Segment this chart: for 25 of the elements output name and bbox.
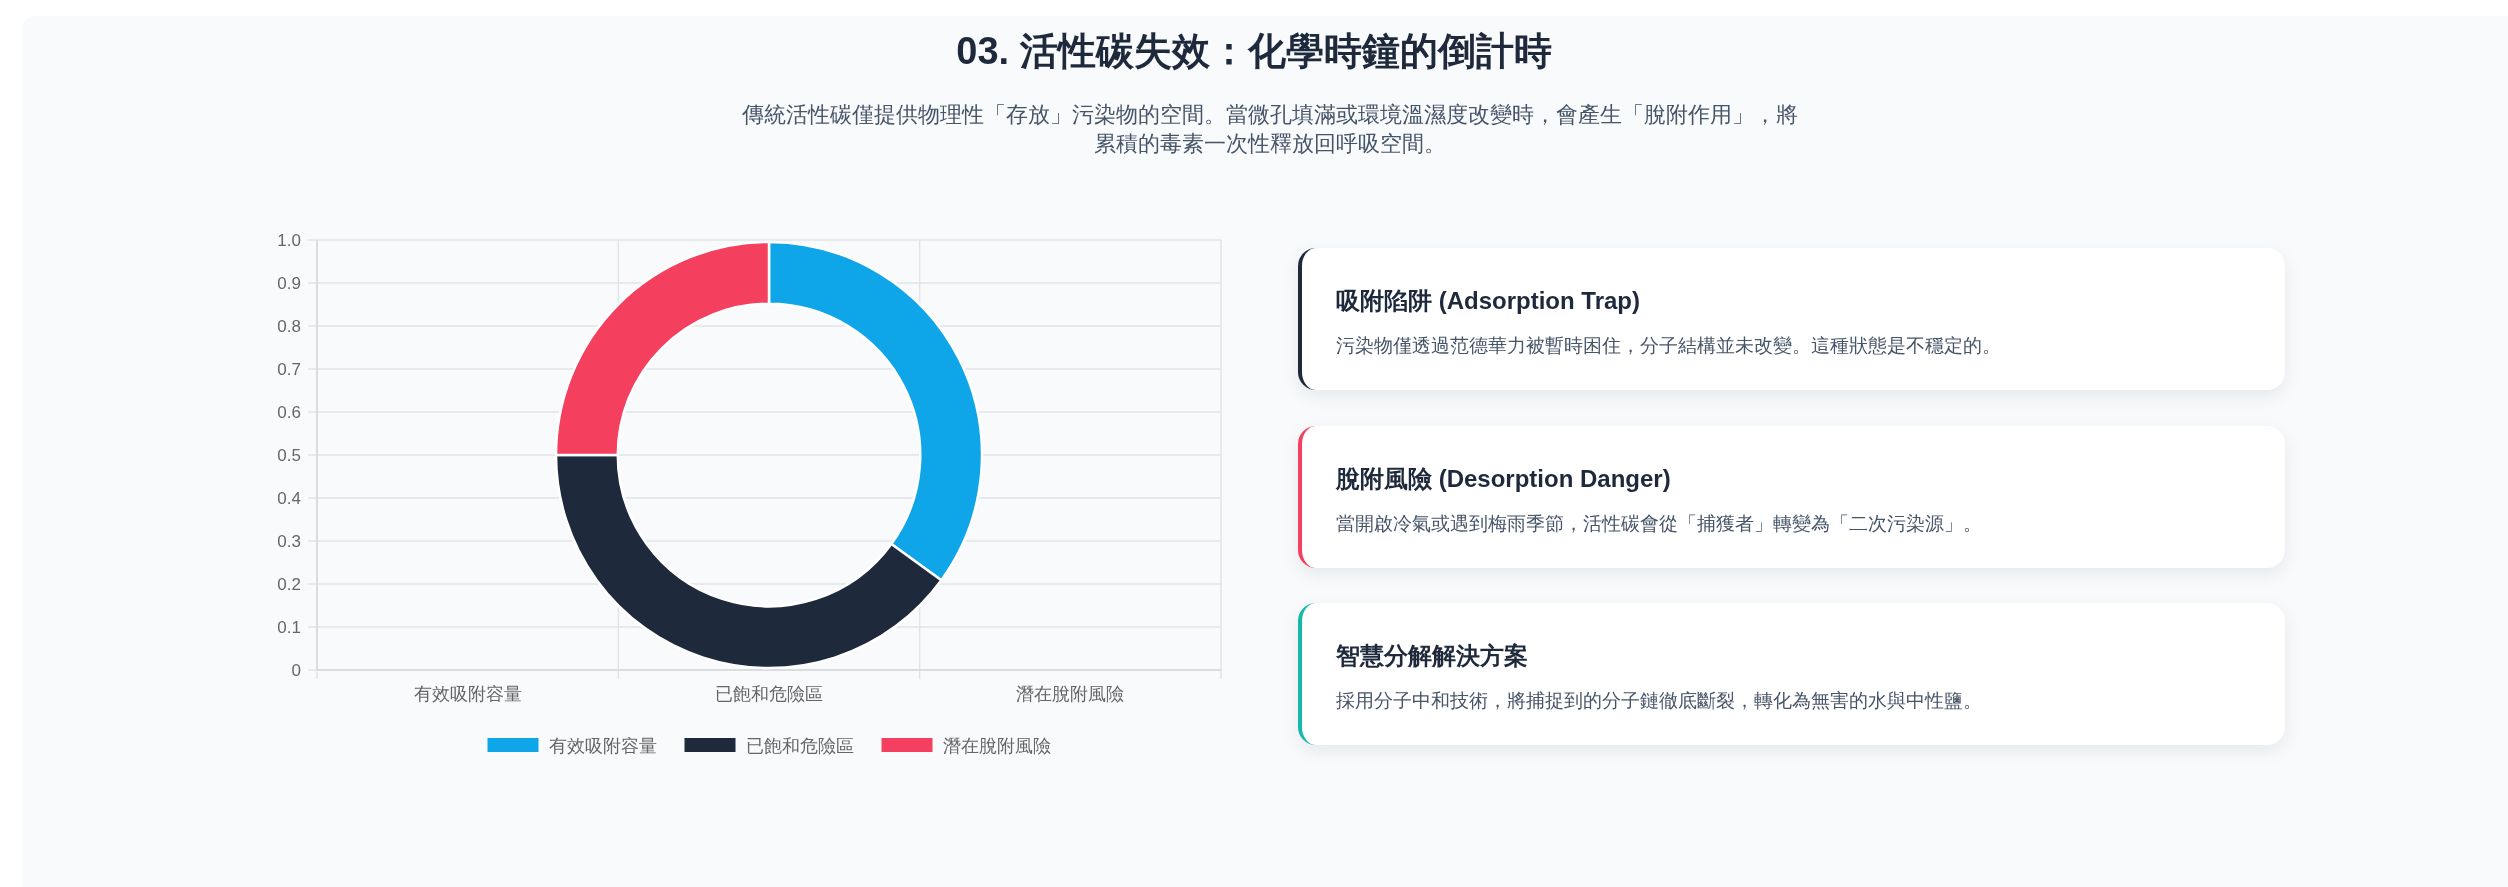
y-tick-label: 0.6: [277, 403, 301, 422]
text: 脫附風險 (Desorption Danger): [1336, 464, 1671, 494]
y-tick-label: 0.7: [277, 360, 301, 379]
x-tick-label: 已飽和危險區: [715, 684, 823, 704]
text: 智慧分解解決方案: [1336, 641, 1528, 671]
x-tick-label: 潛在脫附風險: [1016, 684, 1125, 704]
y-tick-label: 0.3: [277, 532, 301, 551]
text: 採用分子中和技術，將捕捉到的分子鏈徹底斷裂，轉化為無害的水與中性鹽。: [1336, 689, 1982, 713]
y-tick-label: 0.8: [277, 317, 301, 336]
y-tick-label: 0.4: [277, 489, 301, 508]
legend-label: 有效吸附容量: [548, 735, 657, 756]
x-tick-label: 有效吸附容量: [413, 684, 522, 704]
y-tick-label: 0.1: [277, 618, 301, 637]
y-tick-label: 0.5: [277, 446, 301, 465]
legend-label: 已飽和危險區: [745, 735, 854, 756]
legend-label: 潛在脫附風險: [942, 735, 1051, 756]
text: 傳統活性碳僅提供物理性「存放」污染物的空間。當微孔填滿或環境溫濕度改變時，會產生「脫附作用」，將累積的毒素一次性釋放回呼吸空間。: [742, 101, 1798, 158]
text: 污染物僅透過范德華力被暫時困住，分子結構並未改變。這種狀態是不穩定的。: [1336, 334, 2001, 358]
y-tick-label: 0.2: [277, 575, 301, 594]
text: 當開啟冷氣或遇到梅雨季節，活性碳會從「捕獲者」轉變為「二次污染源」。: [1336, 512, 1982, 536]
y-tick-label: 1.0: [277, 231, 301, 250]
chart-title: 03. 活性碳失效：化學時鐘的倒計時: [955, 29, 1553, 74]
y-tick-label: 0.9: [277, 274, 301, 293]
y-tick-label: 0: [291, 661, 301, 680]
text: 吸附陷阱 (Adsorption Trap): [1336, 286, 1640, 316]
